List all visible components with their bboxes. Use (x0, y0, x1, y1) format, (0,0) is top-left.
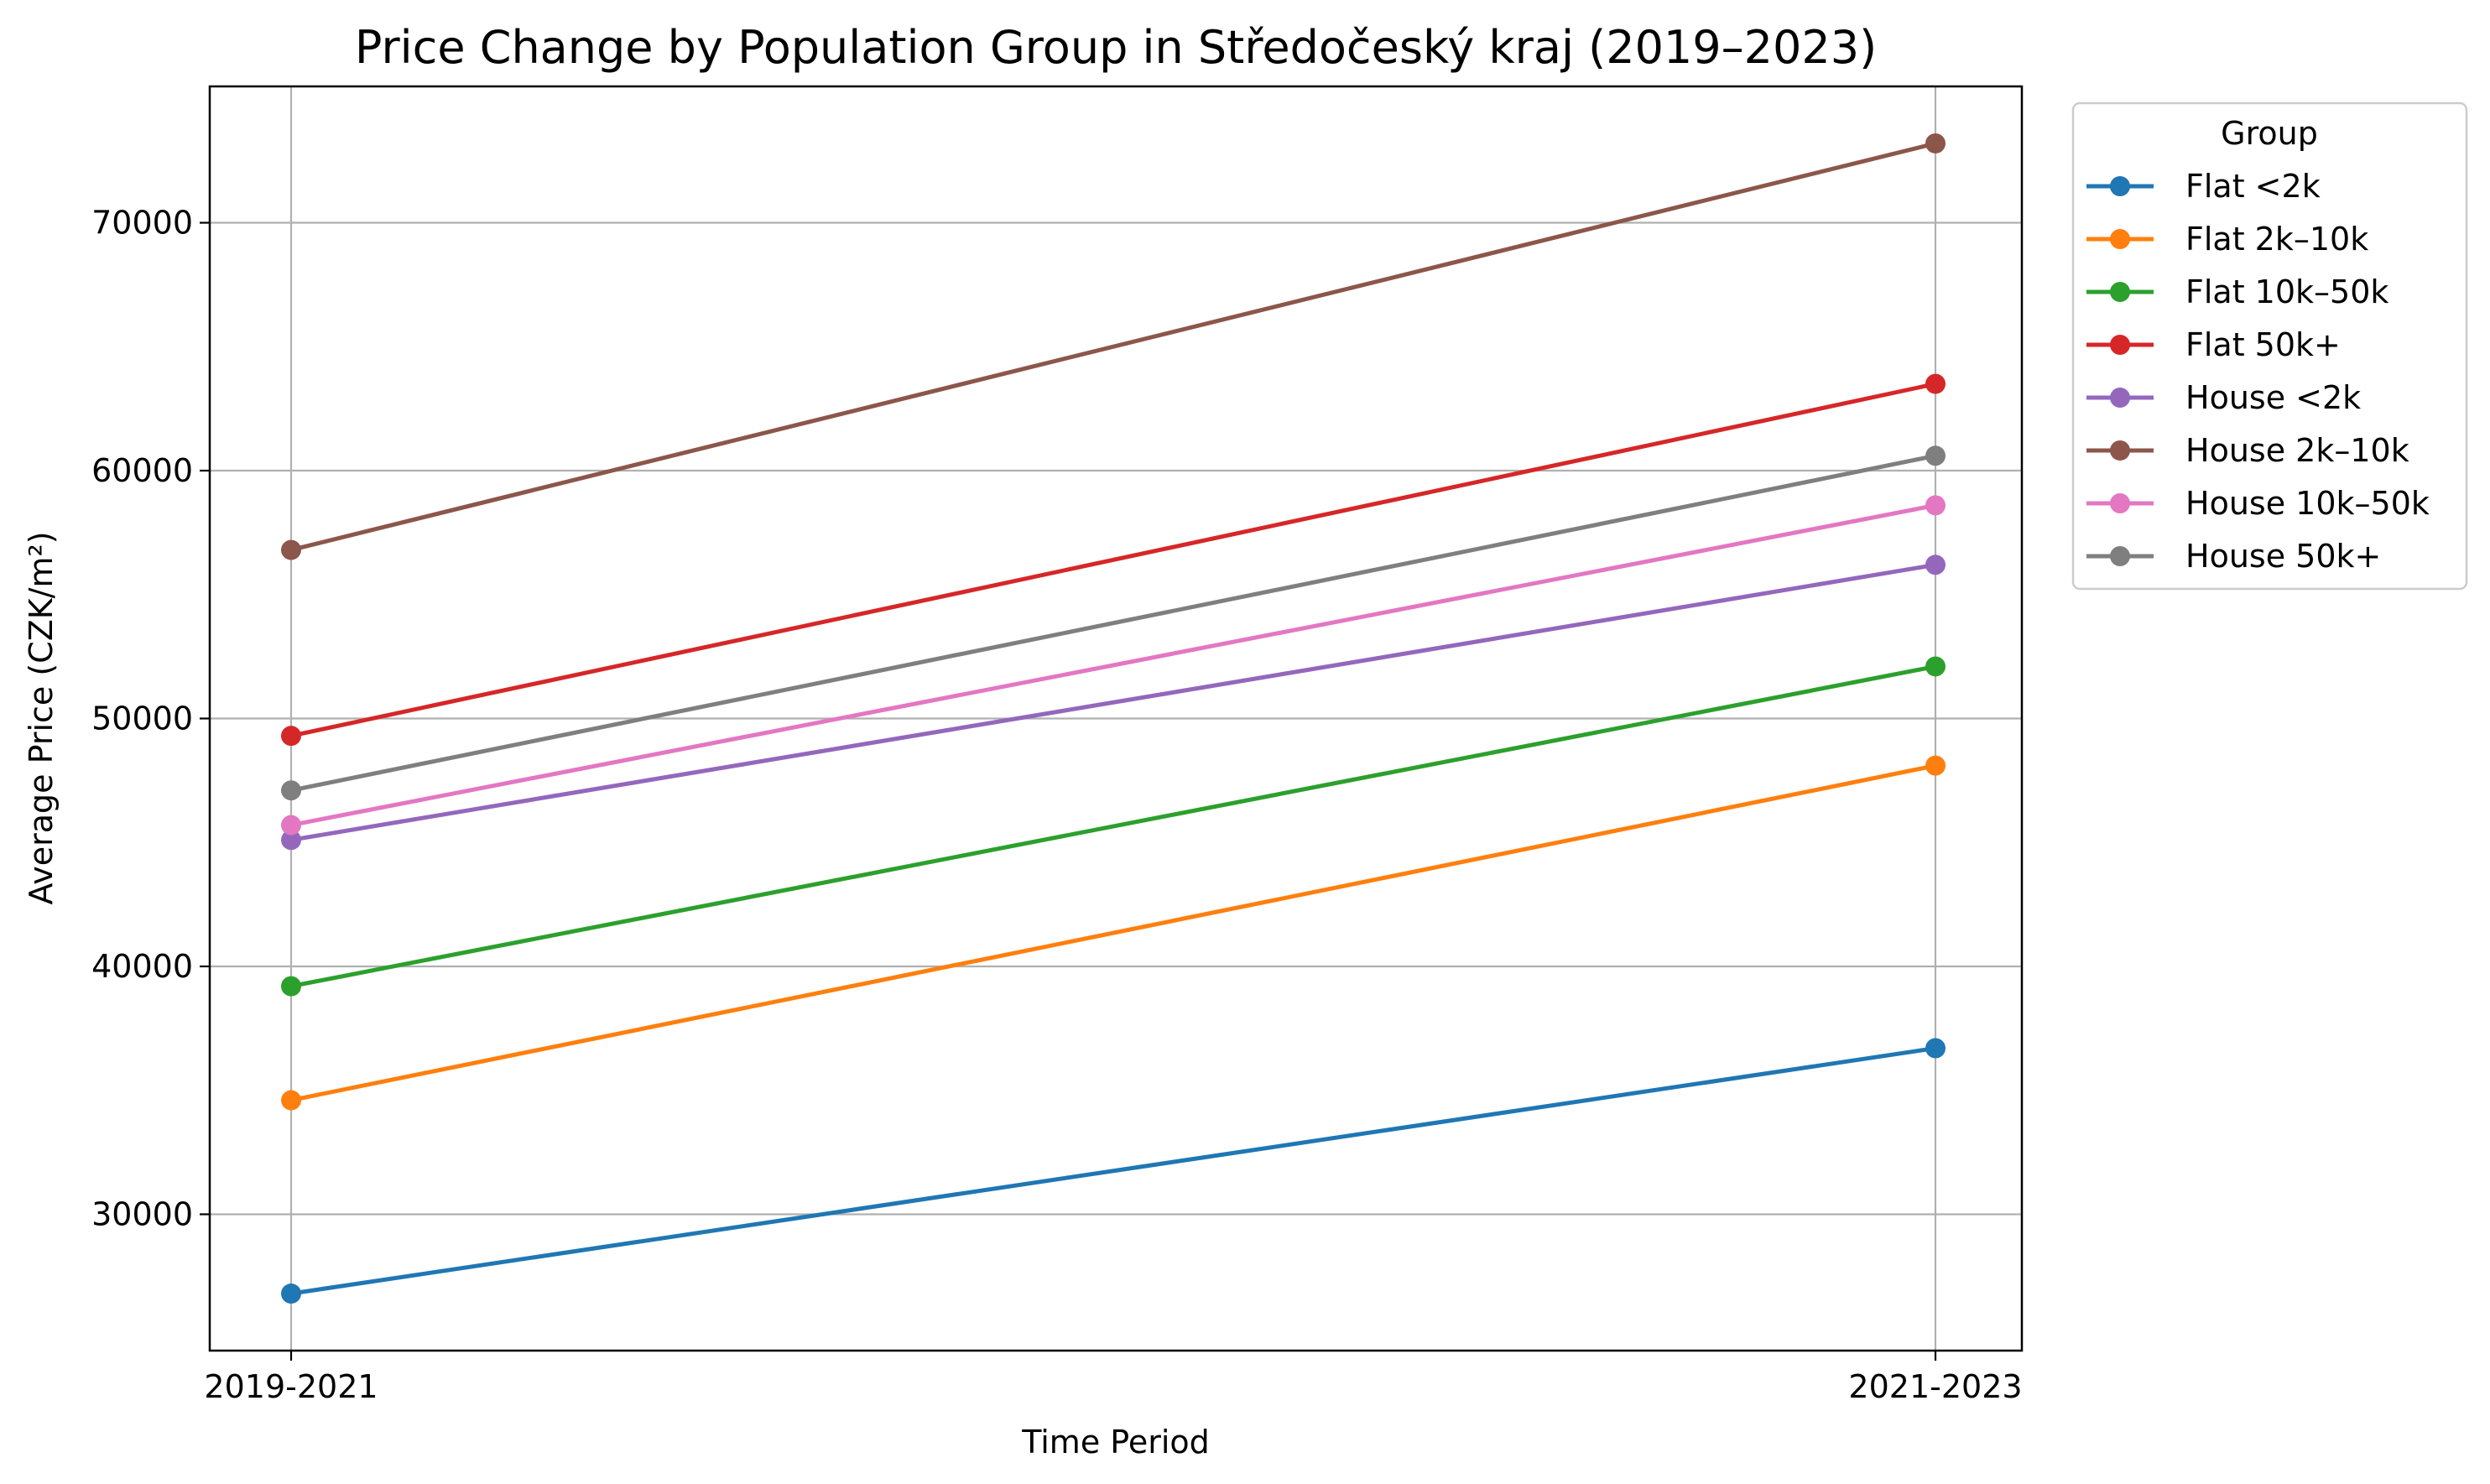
series-line (290, 453, 1936, 793)
data-point (1925, 656, 1946, 677)
data-point (281, 976, 301, 997)
data-point (1925, 755, 1946, 776)
legend-label: Flat 50k+ (2185, 326, 2341, 363)
y-tick-label: 40000 (91, 948, 193, 985)
data-point (1925, 555, 1946, 575)
legend-title: Group (2221, 115, 2318, 152)
data-point (1925, 445, 1946, 466)
x-tick-label: 2019-2021 (204, 1368, 378, 1405)
y-axis-title: Average Price (CZK/m²) (23, 531, 60, 904)
chart-title: Price Change by Population Group in Stře… (355, 21, 1877, 74)
legend-marker (2110, 335, 2130, 355)
y-tick-label: 30000 (91, 1195, 193, 1232)
legend-marker (2110, 440, 2130, 461)
series-line (290, 664, 1936, 989)
data-point (1925, 495, 1946, 516)
legend-entry: House <2k (2086, 379, 2361, 416)
series-line (290, 141, 1936, 552)
series-lines (281, 133, 1946, 1304)
series-group (281, 755, 1946, 1111)
series-line (290, 562, 1936, 842)
series-line (290, 1046, 1936, 1296)
x-tick-label: 2021-2023 (1848, 1368, 2022, 1405)
legend: Group Flat <2k Flat 2k–10k Flat 10k–50k Fla… (2071, 102, 2468, 591)
legend-label: Flat 2k–10k (2185, 221, 2368, 258)
legend-label: Flat <2k (2185, 168, 2321, 205)
data-point (281, 780, 301, 801)
data-point (281, 815, 301, 836)
legend-entry: House 2k–10k (2086, 432, 2409, 469)
legend-entry: Flat 50k+ (2086, 326, 2341, 363)
legend-entry: House 10k–50k (2086, 485, 2430, 522)
legend-marker (2110, 229, 2130, 249)
legend-label: House 2k–10k (2185, 432, 2409, 469)
legend-label: House 10k–50k (2185, 485, 2430, 522)
legend-marker (2110, 176, 2130, 196)
legend-label: House 50k+ (2185, 538, 2381, 575)
legend-entry: House 50k+ (2086, 538, 2381, 575)
grid-lines (210, 86, 2022, 1351)
series-group (281, 133, 1946, 560)
series-group (281, 555, 1946, 851)
legend-entry: Flat 2k–10k (2086, 221, 2368, 258)
series-line (290, 502, 1936, 828)
data-point (281, 1284, 301, 1304)
data-point (281, 726, 301, 747)
series-line (290, 763, 1936, 1103)
series-line (290, 382, 1936, 738)
data-point (281, 1090, 301, 1111)
data-point (281, 830, 301, 851)
legend-label: House <2k (2185, 379, 2361, 416)
legend-label: Flat 10k–50k (2185, 273, 2388, 310)
data-point (1925, 133, 1946, 154)
series-group (281, 1038, 1946, 1304)
y-tick-label: 70000 (91, 205, 193, 242)
series-group (281, 373, 1946, 747)
legend-marker (2110, 388, 2130, 408)
data-point (1925, 1038, 1946, 1059)
y-tick-label: 60000 (91, 452, 193, 489)
series-group (281, 445, 1946, 801)
data-point (1925, 373, 1946, 394)
x-axis-title: Time Period (1021, 1424, 1210, 1461)
legend-marker (2110, 546, 2130, 566)
y-tick-label: 50000 (91, 700, 193, 737)
legend-marker (2110, 282, 2130, 302)
axis-ticks: 2019-2021 2021-2023 30000 40000 50000 60000 70… (91, 205, 2022, 1405)
data-point (281, 539, 301, 560)
legend-entry: Flat 10k–50k (2086, 273, 2388, 310)
series-group (281, 656, 1946, 997)
legend-marker (2110, 493, 2130, 513)
legend-frame (2071, 102, 2468, 591)
legend-entry: Flat <2k (2086, 168, 2321, 205)
series-group (281, 495, 1946, 836)
